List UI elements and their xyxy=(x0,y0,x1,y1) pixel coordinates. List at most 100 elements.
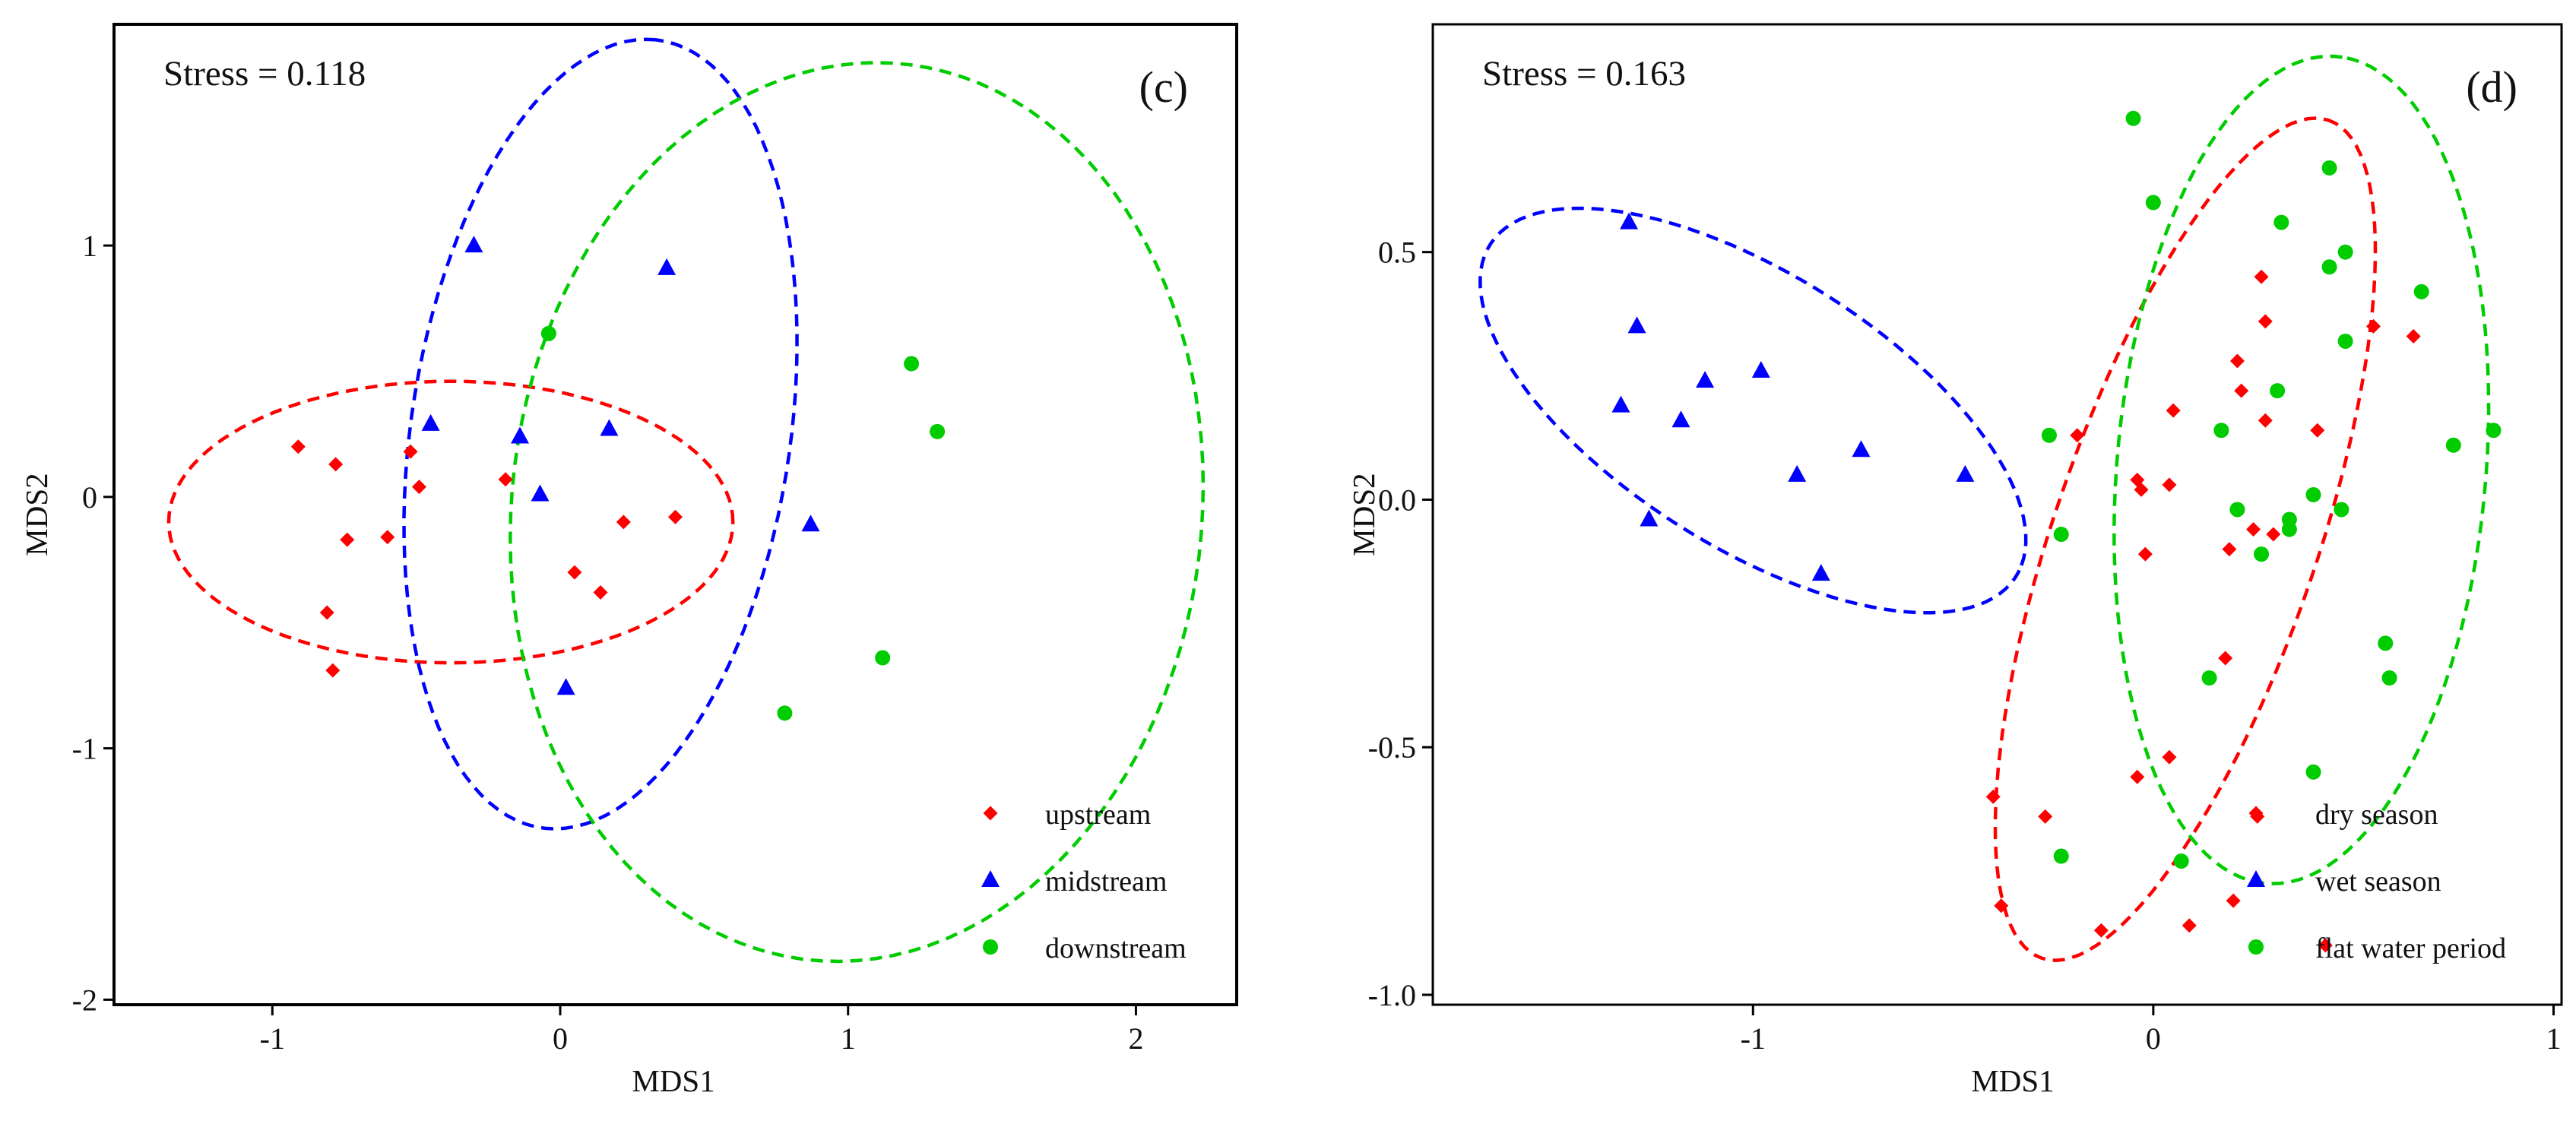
point-downstream xyxy=(875,650,891,666)
point-flat-water-period xyxy=(2254,546,2270,562)
x-tick-label: 2 xyxy=(1128,1021,1143,1056)
point-wet-season xyxy=(1751,361,1770,378)
y-tick-label: -1 xyxy=(72,732,97,766)
point-upstream xyxy=(593,585,608,600)
point-upstream xyxy=(319,605,334,620)
point-upstream xyxy=(616,515,631,530)
ellipse-downstream xyxy=(509,61,1206,964)
legend-label: wet season xyxy=(2315,866,2441,898)
point-dry-season xyxy=(1985,789,2001,804)
point-flat-water-period xyxy=(2041,427,2057,443)
legend-marker-midstream xyxy=(981,870,1000,887)
point-upstream xyxy=(290,439,306,454)
point-flat-water-period xyxy=(2378,635,2394,651)
point-dry-season xyxy=(2234,383,2249,398)
point-downstream xyxy=(930,423,946,439)
point-dry-season xyxy=(2093,923,2109,938)
point-flat-water-period xyxy=(2213,423,2229,439)
legend-label: flat water period xyxy=(2315,933,2506,964)
point-wet-season xyxy=(1611,395,1630,413)
y-axis-label: MDS2 xyxy=(1346,473,1381,556)
y-tick-label: 0 xyxy=(82,480,97,515)
point-flat-water-period xyxy=(2321,160,2337,176)
data-points xyxy=(1611,110,2502,953)
legend-label: upstream xyxy=(1045,799,1151,831)
point-dry-season xyxy=(2222,542,2237,557)
x-axis-label: MDS1 xyxy=(1971,1063,2054,1098)
point-upstream xyxy=(380,530,395,545)
x-axis-ticks: -1 0 1 2 xyxy=(260,1005,1143,1056)
point-dry-season xyxy=(2318,938,2333,953)
ellipse-dry-season xyxy=(1993,116,2378,962)
point-dry-season xyxy=(2246,522,2261,537)
stress-label: Stress = 0.163 xyxy=(1482,54,1686,93)
legend-marker-wet-season xyxy=(2247,870,2265,887)
ellipse-wet-season xyxy=(1478,206,2028,615)
point-dry-season xyxy=(2406,328,2421,344)
point-dry-season xyxy=(2258,413,2273,428)
point-midstream xyxy=(556,678,575,695)
point-upstream xyxy=(567,565,582,580)
y-tick-label: -1.0 xyxy=(1368,978,1416,1012)
x-tick-label: 1 xyxy=(841,1021,856,1056)
point-wet-season xyxy=(1956,464,1975,482)
point-dry-season xyxy=(2182,918,2197,933)
y-tick-label: 1 xyxy=(82,229,97,263)
point-dry-season xyxy=(2229,353,2245,369)
point-upstream xyxy=(340,532,355,547)
legend-label: downstream xyxy=(1045,933,1187,964)
chart-panel-c: -1 0 1 2 -2 -1 0 1 Stress = 0.118 (c) MDS1 MDS… xyxy=(19,23,1238,1098)
ellipse-midstream xyxy=(402,37,799,831)
point-downstream xyxy=(777,705,793,721)
legend: dry season wet season flat water period xyxy=(2247,799,2506,964)
point-flat-water-period xyxy=(2305,764,2321,780)
point-flat-water-period xyxy=(2305,486,2321,502)
point-dry-season xyxy=(2258,314,2273,329)
x-axis-label: MDS1 xyxy=(632,1063,714,1098)
point-upstream xyxy=(328,457,344,472)
point-dry-season xyxy=(2162,477,2177,492)
y-axis-ticks: -1.0 -0.5 0.0 0.5 xyxy=(1368,236,1433,1012)
y-tick-label: 0.5 xyxy=(1378,236,1416,270)
point-dry-season xyxy=(2166,403,2181,418)
plot-frame xyxy=(1431,23,2563,1006)
point-midstream xyxy=(510,426,529,444)
point-downstream xyxy=(904,356,920,372)
point-midstream xyxy=(421,413,440,431)
point-dry-season xyxy=(2310,423,2325,438)
legend-label: dry season xyxy=(2315,799,2438,831)
point-flat-water-period xyxy=(2337,244,2353,260)
point-wet-season xyxy=(1671,410,1690,428)
point-dry-season xyxy=(2038,809,2053,824)
point-dry-season xyxy=(2162,749,2177,765)
legend: upstream midstream downstream xyxy=(981,799,1187,964)
point-dry-season xyxy=(2134,482,2149,497)
point-flat-water-period xyxy=(2201,670,2217,686)
panel-label: (c) xyxy=(1139,62,1188,112)
point-wet-season xyxy=(1640,509,1659,527)
point-dry-season xyxy=(2130,769,2145,784)
y-tick-label: -2 xyxy=(72,983,97,1017)
point-midstream xyxy=(531,484,550,502)
point-flat-water-period xyxy=(2486,423,2502,439)
point-dry-season xyxy=(2137,546,2153,562)
ellipse-upstream xyxy=(166,379,735,665)
legend-marker-downstream xyxy=(983,939,998,955)
point-upstream xyxy=(403,444,418,459)
legend-marker-dry-season xyxy=(2248,806,2264,821)
x-tick-label: 0 xyxy=(2146,1021,2161,1056)
point-midstream xyxy=(801,515,820,532)
point-flat-water-period xyxy=(2413,283,2429,299)
data-points xyxy=(290,236,946,721)
point-wet-season xyxy=(1788,464,1807,482)
point-dry-season xyxy=(2070,428,2085,443)
y-axis-label: MDS2 xyxy=(19,473,54,556)
x-axis-ticks: -1 0 1 xyxy=(1741,1005,2561,1056)
plot-frame xyxy=(112,23,1238,1006)
point-dry-season xyxy=(2226,893,2241,908)
point-upstream xyxy=(325,663,341,678)
y-tick-label: 0.0 xyxy=(1378,483,1416,517)
point-flat-water-period xyxy=(2445,437,2461,453)
